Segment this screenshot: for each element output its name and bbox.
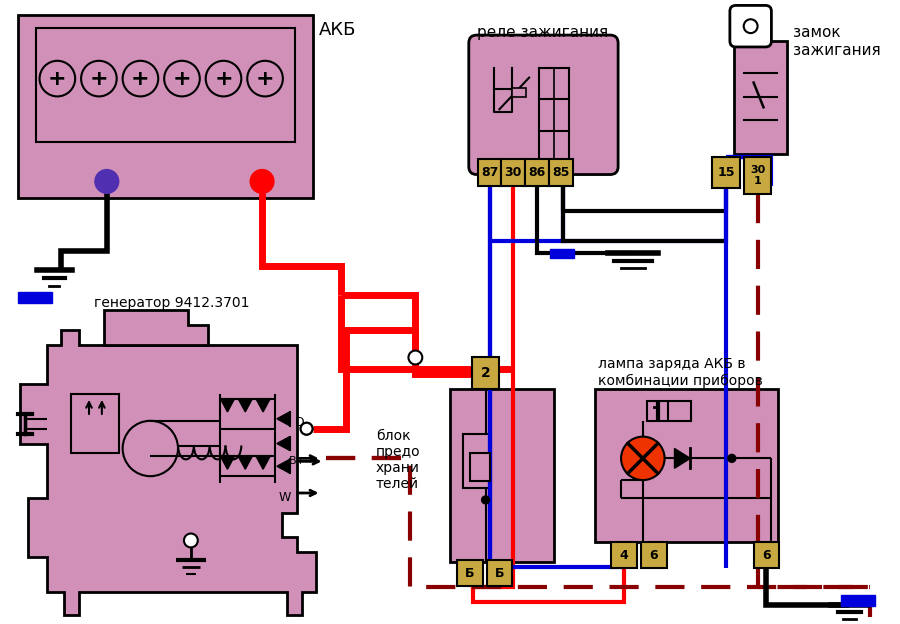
Text: 30
1: 30 1 — [750, 165, 765, 187]
Circle shape — [94, 170, 119, 193]
Bar — [18, 16, 312, 198]
Text: Б: Б — [465, 567, 474, 580]
Polygon shape — [674, 449, 690, 468]
Text: замок
зажигания: замок зажигания — [793, 25, 881, 57]
Text: D: D — [294, 416, 304, 429]
Circle shape — [122, 61, 158, 96]
Text: 15: 15 — [717, 166, 734, 179]
Bar — [611, 542, 637, 568]
Text: 2: 2 — [481, 366, 491, 380]
Polygon shape — [20, 330, 317, 615]
Circle shape — [81, 61, 117, 96]
Text: генератор 9412.3701: генератор 9412.3701 — [94, 296, 249, 310]
Text: 85: 85 — [552, 166, 570, 179]
Text: +: + — [48, 69, 67, 89]
Text: лампа заряда АКБ в
комбинации приборов: лампа заряда АКБ в комбинации приборов — [598, 358, 763, 388]
Circle shape — [743, 19, 758, 33]
Text: 6: 6 — [762, 548, 770, 562]
Text: W: W — [279, 491, 292, 504]
Circle shape — [164, 61, 200, 96]
Bar — [753, 542, 779, 568]
Text: 86: 86 — [528, 166, 545, 179]
Polygon shape — [256, 456, 270, 469]
Bar — [487, 560, 512, 586]
Text: +: + — [131, 69, 149, 89]
Text: 4: 4 — [620, 548, 628, 562]
FancyBboxPatch shape — [730, 6, 771, 47]
Circle shape — [184, 534, 198, 547]
Circle shape — [248, 61, 283, 96]
Bar — [36, 28, 294, 142]
Bar — [463, 434, 491, 488]
Bar — [743, 157, 771, 194]
Text: реле зажигания: реле зажигания — [477, 25, 608, 40]
Text: +: + — [90, 69, 108, 89]
Bar — [450, 389, 554, 562]
Bar — [501, 158, 526, 187]
Circle shape — [301, 423, 312, 435]
Circle shape — [621, 437, 664, 480]
Circle shape — [301, 423, 312, 435]
Polygon shape — [238, 399, 252, 412]
Polygon shape — [220, 456, 234, 469]
Polygon shape — [104, 310, 208, 344]
Bar — [641, 542, 667, 568]
Text: +: + — [214, 69, 233, 89]
Bar — [596, 389, 778, 542]
Bar — [526, 158, 549, 187]
Circle shape — [409, 351, 422, 364]
Polygon shape — [734, 41, 788, 154]
Text: B+: B+ — [289, 456, 306, 466]
Bar — [457, 560, 482, 586]
Bar — [478, 158, 501, 187]
Text: АКБ: АКБ — [319, 21, 356, 39]
Polygon shape — [238, 456, 252, 469]
FancyBboxPatch shape — [469, 35, 618, 175]
Bar — [841, 595, 876, 606]
Text: 6: 6 — [650, 548, 658, 562]
Polygon shape — [277, 412, 290, 426]
Polygon shape — [277, 437, 290, 451]
Circle shape — [206, 61, 241, 96]
Bar — [712, 157, 740, 188]
Circle shape — [728, 454, 736, 462]
Polygon shape — [256, 399, 270, 412]
Bar — [470, 454, 490, 481]
Bar — [71, 394, 119, 454]
Bar — [549, 158, 572, 187]
Circle shape — [482, 496, 490, 504]
Bar — [550, 249, 573, 258]
Text: +: + — [256, 69, 274, 89]
Bar — [647, 401, 691, 421]
Circle shape — [250, 170, 274, 193]
Bar — [512, 87, 526, 97]
Circle shape — [40, 61, 76, 96]
Text: 30: 30 — [505, 166, 522, 179]
Polygon shape — [220, 399, 234, 412]
Bar — [472, 358, 500, 389]
Text: 87: 87 — [481, 166, 499, 179]
Circle shape — [122, 421, 178, 476]
Text: блок
предо
храни
телей: блок предо храни телей — [376, 429, 420, 491]
Text: +: + — [173, 69, 192, 89]
Bar — [18, 292, 52, 303]
Polygon shape — [277, 459, 290, 473]
Text: Б: Б — [495, 567, 504, 580]
